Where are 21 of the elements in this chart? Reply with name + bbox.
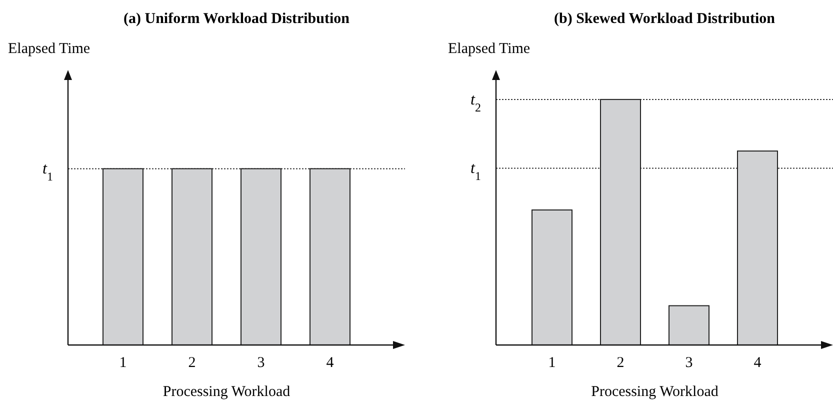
x-tick-label: 4 bbox=[754, 355, 762, 371]
x-tick-label: 3 bbox=[685, 355, 693, 371]
x-axis-title: Processing Workload bbox=[162, 384, 291, 400]
bar bbox=[532, 209, 572, 346]
x-tick-label: 1 bbox=[119, 355, 127, 371]
x-tick-label: 3 bbox=[257, 355, 265, 371]
x-tick-label: 4 bbox=[326, 355, 334, 371]
y-axis-title: Elapsed Time bbox=[448, 41, 530, 57]
chart-title: (a) Uniform Workload Distribution bbox=[124, 11, 350, 27]
ref-line-label: t$_{1}$ bbox=[42, 160, 53, 184]
ref-line-label: t$_{2}$ bbox=[470, 91, 481, 114]
bar bbox=[600, 98, 641, 346]
ref-line-label: t$_{1}$ bbox=[470, 160, 481, 184]
y-axis-title: Elapsed Time bbox=[8, 41, 90, 57]
x-tick-label: 2 bbox=[188, 355, 196, 371]
bar bbox=[737, 150, 778, 346]
x-tick-label: 2 bbox=[616, 355, 624, 371]
chart-title: (b) Skewed Workload Distribution bbox=[554, 11, 776, 27]
x-axis-title: Processing Workload bbox=[591, 384, 719, 400]
x-tick-label: 1 bbox=[548, 355, 556, 371]
bar bbox=[668, 305, 710, 346]
